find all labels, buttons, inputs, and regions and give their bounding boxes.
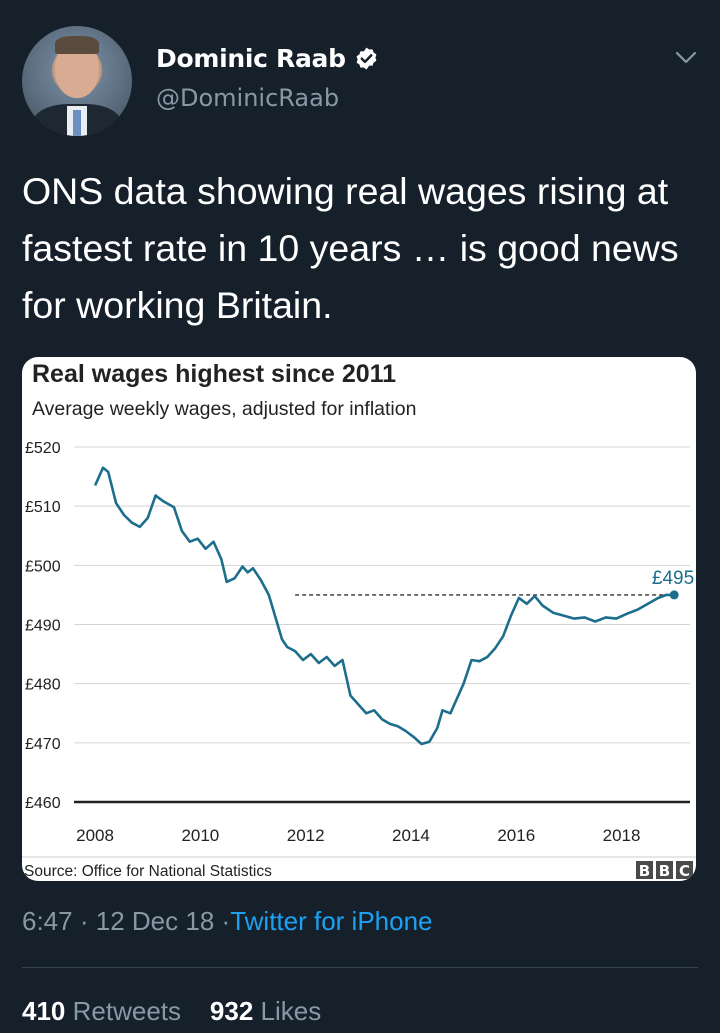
x-tick-label: 2008 [76, 826, 114, 845]
tweet-source-link[interactable]: Twitter for iPhone [230, 906, 433, 936]
end-point-dot [669, 590, 679, 600]
y-tick-label: £460 [25, 795, 61, 812]
verified-badge-icon [356, 47, 377, 70]
retweets-count: 410 [22, 996, 66, 1026]
meta-separator: · [221, 906, 231, 936]
x-tick-label: 2014 [392, 826, 430, 845]
x-axis-ticks: 2008 2010 2012 2014 2016 2018 [76, 826, 640, 845]
tweet-date[interactable]: 12 Dec 18 [95, 906, 215, 936]
y-tick-label: £470 [25, 736, 61, 753]
chart-card[interactable]: £460 £470 £480 £490 £500 £510 £520 2008 2010 201… [22, 357, 696, 881]
x-tick-label: 2018 [603, 826, 641, 845]
y-tick-label: £480 [25, 677, 61, 694]
author-handle[interactable]: @DominicRaab [156, 84, 340, 112]
end-point-label: £495 [652, 568, 694, 589]
avatar[interactable] [22, 26, 132, 136]
chart-subtitle: Average weekly wages, adjusted for infla… [32, 398, 416, 420]
tweet-stats: 410 Retweets 932 Likes [22, 996, 321, 1027]
y-tick-label: £500 [25, 558, 61, 575]
likes-label: Likes [260, 996, 322, 1026]
tweet-meta: 6:47 · 12 Dec 18 ·Twitter for iPhone [22, 906, 433, 937]
avatar-hair [55, 36, 99, 54]
y-tick-label: £520 [25, 440, 61, 457]
bbc-logo-block [636, 861, 653, 879]
retweets-stat[interactable]: 410 Retweets [22, 996, 181, 1026]
bbc-logo-letter: B [639, 862, 650, 880]
x-tick-label: 2016 [497, 826, 535, 845]
chart-source: Source: Office for National Statistics [24, 863, 272, 880]
tweet-time[interactable]: 6:47 [22, 906, 73, 936]
author-name[interactable]: Dominic Raab [156, 44, 379, 73]
likes-count: 932 [209, 996, 254, 1026]
bbc-logo-letter: B [659, 862, 670, 880]
y-tick-label: £490 [25, 618, 61, 635]
bbc-logo-block [656, 861, 673, 879]
author-name-text[interactable]: Dominic Raab [156, 44, 346, 73]
wage-chart: £460 £470 £480 £490 £500 £510 £520 2008 2010 201… [22, 360, 696, 880]
chevron-down-icon[interactable] [674, 48, 698, 66]
y-axis-ticks: £460 £470 £480 £490 £500 £510 £520 [25, 440, 61, 812]
avatar-tie [73, 110, 81, 136]
y-tick-label: £510 [25, 499, 61, 516]
bbc-logo-block [676, 861, 693, 879]
chart-grid [74, 446, 690, 744]
retweets-label: Retweets [72, 996, 182, 1026]
tweet-text: ONS data showing real wages rising at fa… [22, 170, 679, 326]
chart-title: Real wages highest since 2011 [32, 360, 396, 388]
likes-stat[interactable]: 932 Likes [210, 996, 321, 1026]
series-line [93, 466, 675, 746]
divider [22, 967, 698, 968]
bbc-logo-letter: C [679, 862, 690, 880]
x-tick-label: 2010 [181, 826, 219, 845]
meta-separator: · [79, 906, 89, 936]
x-tick-label: 2012 [287, 826, 325, 845]
